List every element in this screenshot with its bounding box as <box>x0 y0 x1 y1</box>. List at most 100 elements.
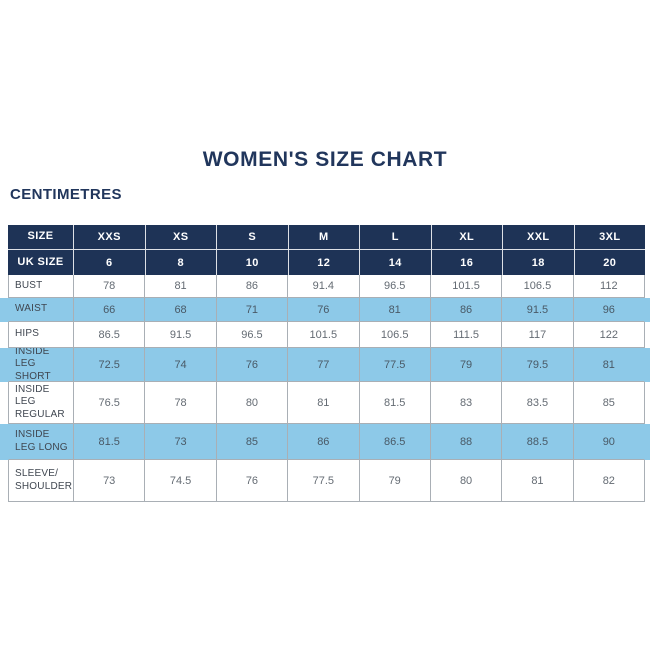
row-right-margin <box>645 225 650 250</box>
header-cell-3xl: 3XL <box>574 225 645 250</box>
uk-size-cell: 14 <box>360 250 432 275</box>
value-cell: 81 <box>288 382 360 424</box>
value-cell: 86.5 <box>74 322 146 348</box>
value-cell: 86.5 <box>359 424 431 460</box>
value-cell: 96 <box>573 298 645 322</box>
value-cell: 77.5 <box>288 460 360 502</box>
value-cell: 106.5 <box>502 275 574 298</box>
value-cell: 76.5 <box>74 382 146 424</box>
value-cell: 78 <box>145 382 217 424</box>
value-cell: 72.5 <box>74 348 146 382</box>
uk-size-cell: 20 <box>574 250 645 275</box>
table-row-sleeve-shoulder: SLEEVE/ SHOULDER 73 74.5 76 77.5 79 80 8… <box>0 460 650 502</box>
header-cell-l: L <box>360 225 432 250</box>
header-cell-xxs: XXS <box>74 225 146 250</box>
row-right-margin <box>645 424 650 460</box>
value-cell: 81.5 <box>359 382 431 424</box>
row-label: INSIDE LEG SHORT <box>8 348 74 382</box>
value-cell: 81 <box>145 275 217 298</box>
value-cell: 79 <box>359 460 431 502</box>
value-cell: 112 <box>573 275 645 298</box>
value-cell: 91.5 <box>145 322 217 348</box>
value-cell: 86 <box>288 424 360 460</box>
table-row-inside-leg-long: INSIDE LEG LONG 81.5 73 85 86 86.5 88 88… <box>0 424 650 460</box>
value-cell: 106.5 <box>359 322 431 348</box>
uk-size-cell: 10 <box>217 250 289 275</box>
row-left-margin <box>0 460 8 502</box>
value-cell: 76 <box>288 298 360 322</box>
value-cell: 76 <box>216 348 289 382</box>
row-right-margin <box>645 275 650 298</box>
value-cell: 83.5 <box>502 382 574 424</box>
value-cell: 96.5 <box>359 275 431 298</box>
value-cell: 90 <box>573 424 645 460</box>
value-cell: 81 <box>573 348 645 382</box>
header-cell-xxl: XXL <box>503 225 575 250</box>
table-row-bust: BUST 78 81 86 91.4 96.5 101.5 106.5 112 <box>0 275 650 298</box>
row-label: INSIDE LEG LONG <box>8 424 74 460</box>
row-right-margin <box>645 298 650 322</box>
row-right-margin <box>645 322 650 348</box>
value-cell: 80 <box>216 382 289 424</box>
uk-size-cell: 8 <box>145 250 217 275</box>
header-cell-size: SIZE <box>8 225 74 250</box>
value-cell: 74 <box>145 348 217 382</box>
row-right-margin <box>645 460 650 502</box>
value-cell: 101.5 <box>430 275 503 298</box>
value-cell: 91.4 <box>288 275 360 298</box>
row-left-margin <box>0 275 8 298</box>
page-title: WOMEN'S SIZE CHART <box>202 148 448 171</box>
value-cell: 68 <box>145 298 217 322</box>
row-left-margin <box>0 225 8 250</box>
row-left-margin <box>0 322 8 348</box>
value-cell: 122 <box>573 322 645 348</box>
row-label: BUST <box>8 275 74 298</box>
table-row-inside-leg-short: INSIDE LEG SHORT 72.5 74 76 77 77.5 79 7… <box>0 348 650 382</box>
header-row-uk-sizes: UK SIZE 6 8 10 12 14 16 18 20 <box>0 250 650 275</box>
uk-size-cell: 18 <box>503 250 575 275</box>
table-row-inside-leg-regular: INSIDE LEG REGULAR 76.5 78 80 81 81.5 83… <box>0 382 650 424</box>
value-cell: 88 <box>430 424 503 460</box>
row-left-margin <box>0 424 8 460</box>
value-cell: 81 <box>359 298 431 322</box>
units-label: CENTIMETRES <box>10 186 122 203</box>
value-cell: 80 <box>430 460 503 502</box>
value-cell: 83 <box>430 382 503 424</box>
table-row-waist: WAIST 66 68 71 76 81 86 91.5 96 <box>0 298 650 322</box>
row-right-margin <box>645 348 650 382</box>
row-label: SLEEVE/ SHOULDER <box>8 460 74 502</box>
value-cell: 96.5 <box>216 322 289 348</box>
row-left-margin <box>0 250 8 275</box>
header-cell-s: S <box>217 225 289 250</box>
row-label: INSIDE LEG REGULAR <box>8 382 74 424</box>
value-cell: 81 <box>502 460 574 502</box>
value-cell: 77 <box>288 348 360 382</box>
value-cell: 91.5 <box>502 298 574 322</box>
value-cell: 76 <box>216 460 289 502</box>
value-cell: 79.5 <box>502 348 574 382</box>
uk-size-cell: 6 <box>74 250 146 275</box>
row-left-margin <box>0 298 8 322</box>
value-cell: 101.5 <box>288 322 360 348</box>
row-right-margin <box>645 382 650 424</box>
row-label: WAIST <box>8 298 74 322</box>
row-left-margin <box>0 382 8 424</box>
size-chart-table: SIZE XXS XS S M L XL XXL 3XL UK SIZE 6 8… <box>0 225 650 502</box>
uk-size-cell: 16 <box>431 250 503 275</box>
value-cell: 85 <box>573 382 645 424</box>
value-cell: 117 <box>502 322 574 348</box>
row-label: HIPS <box>8 322 74 348</box>
value-cell: 73 <box>145 424 217 460</box>
value-cell: 86 <box>430 298 503 322</box>
value-cell: 77.5 <box>359 348 431 382</box>
value-cell: 73 <box>74 460 146 502</box>
header-cell-xl: XL <box>431 225 503 250</box>
value-cell: 66 <box>74 298 146 322</box>
table-row-hips: HIPS 86.5 91.5 96.5 101.5 106.5 111.5 11… <box>0 322 650 348</box>
uk-size-cell: 12 <box>288 250 360 275</box>
row-left-margin <box>0 348 8 382</box>
value-cell: 81.5 <box>74 424 146 460</box>
value-cell: 82 <box>573 460 645 502</box>
value-cell: 78 <box>74 275 146 298</box>
